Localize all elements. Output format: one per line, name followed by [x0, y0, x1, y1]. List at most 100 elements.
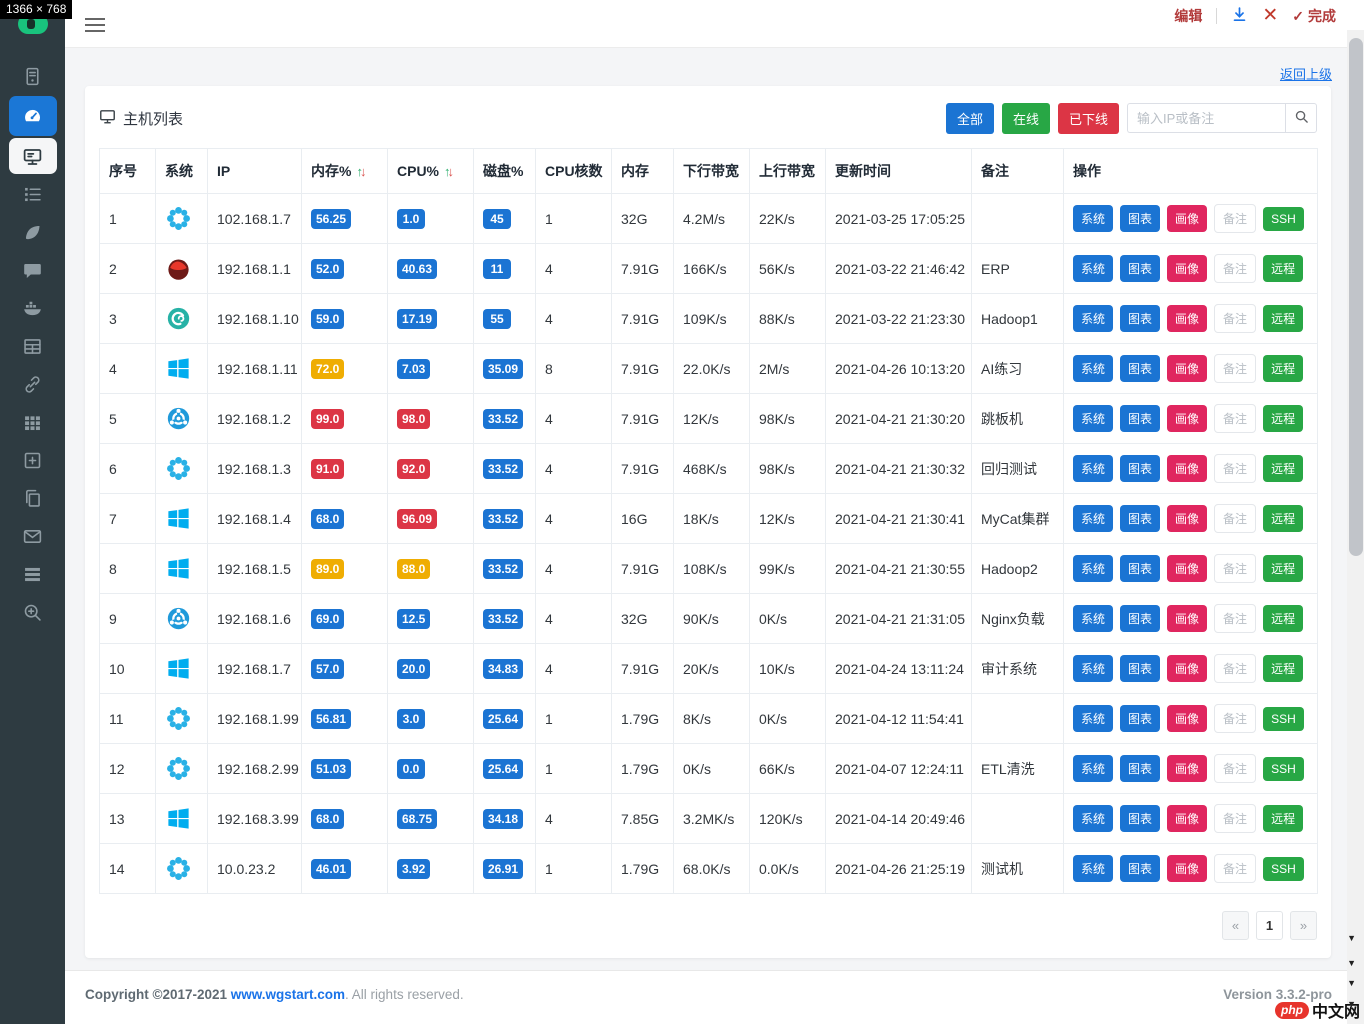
note-button[interactable]: 备注: [1214, 854, 1257, 883]
scrollbar-thumb[interactable]: [1349, 38, 1363, 556]
sidebar-item-dashboard[interactable]: [8, 96, 57, 136]
sidebar-item-grid[interactable]: [9, 404, 57, 440]
chart-button[interactable]: 图表: [1120, 505, 1161, 532]
system-button[interactable]: 系统: [1073, 405, 1114, 432]
sidebar-item-link[interactable]: [9, 366, 57, 402]
chart-button[interactable]: 图表: [1120, 405, 1161, 432]
sidebar-item-plus-square[interactable]: [9, 442, 57, 478]
note-button[interactable]: 备注: [1214, 404, 1257, 433]
remote-button[interactable]: 远程: [1263, 305, 1304, 332]
sidebar-item-envelope[interactable]: [9, 518, 57, 554]
chart-button[interactable]: 图表: [1120, 255, 1161, 282]
note-button[interactable]: 备注: [1214, 304, 1257, 333]
remote-button[interactable]: 远程: [1263, 355, 1304, 382]
sidebar-item-monitor[interactable]: [8, 138, 57, 174]
portrait-button[interactable]: 画像: [1167, 455, 1208, 482]
chart-button[interactable]: 图表: [1120, 555, 1161, 582]
filter-all-button[interactable]: 全部: [945, 102, 994, 134]
sort-memory-icon[interactable]: ↑↓: [356, 164, 366, 179]
remote-button[interactable]: 远程: [1263, 505, 1304, 532]
system-button[interactable]: 系统: [1073, 705, 1114, 732]
note-button[interactable]: 备注: [1214, 754, 1257, 783]
system-button[interactable]: 系统: [1073, 355, 1114, 382]
note-button[interactable]: 备注: [1214, 454, 1257, 483]
remote-button[interactable]: 远程: [1263, 255, 1304, 282]
done-button[interactable]: ✓ 完成: [1292, 8, 1336, 24]
edit-button[interactable]: 编辑: [1174, 8, 1203, 24]
sort-cpu-icon[interactable]: ↑↓: [444, 164, 454, 179]
chart-button[interactable]: 图表: [1120, 855, 1161, 882]
portrait-button[interactable]: 画像: [1167, 805, 1208, 832]
search-button[interactable]: [1285, 103, 1317, 133]
system-button[interactable]: 系统: [1073, 255, 1114, 282]
system-button[interactable]: 系统: [1073, 505, 1114, 532]
system-button[interactable]: 系统: [1073, 305, 1114, 332]
remote-button[interactable]: 远程: [1263, 605, 1304, 632]
chart-button[interactable]: 图表: [1120, 755, 1161, 782]
portrait-button[interactable]: 画像: [1167, 605, 1208, 632]
scrollbar-track[interactable]: [1347, 30, 1364, 1024]
sidebar-item-stack[interactable]: [9, 556, 57, 592]
portrait-button[interactable]: 画像: [1167, 305, 1208, 332]
remote-button[interactable]: 远程: [1263, 405, 1304, 432]
system-button[interactable]: 系统: [1073, 805, 1114, 832]
sidebar-item-leaf[interactable]: [9, 214, 57, 250]
download-icon[interactable]: [1231, 6, 1248, 26]
page-prev-button[interactable]: «: [1222, 911, 1249, 940]
back-to-parent-link[interactable]: 返回上级: [1279, 67, 1332, 82]
system-button[interactable]: 系统: [1073, 555, 1114, 582]
wgstart-link[interactable]: www.wgstart.com: [230, 987, 346, 1002]
sidebar-item-table[interactable]: [9, 328, 57, 364]
note-button[interactable]: 备注: [1214, 554, 1257, 583]
ssh-button[interactable]: SSH: [1263, 857, 1304, 881]
system-button[interactable]: 系统: [1073, 205, 1114, 232]
search-input[interactable]: [1127, 103, 1285, 133]
sidebar-item-search-plus[interactable]: [9, 594, 57, 630]
note-button[interactable]: 备注: [1214, 204, 1257, 233]
remote-button[interactable]: 远程: [1263, 655, 1304, 682]
remote-button[interactable]: 远程: [1263, 455, 1304, 482]
portrait-button[interactable]: 画像: [1167, 655, 1208, 682]
ssh-button[interactable]: SSH: [1263, 207, 1304, 231]
close-icon[interactable]: ✕: [1262, 5, 1279, 26]
note-button[interactable]: 备注: [1214, 654, 1257, 683]
ssh-button[interactable]: SSH: [1263, 707, 1304, 731]
chart-button[interactable]: 图表: [1120, 805, 1161, 832]
note-button[interactable]: 备注: [1214, 704, 1257, 733]
note-button[interactable]: 备注: [1214, 354, 1257, 383]
portrait-button[interactable]: 画像: [1167, 555, 1208, 582]
page-current[interactable]: 1: [1256, 911, 1283, 940]
app-logo[interactable]: [17, 14, 48, 34]
portrait-button[interactable]: 画像: [1167, 255, 1208, 282]
sidebar-item-server[interactable]: [9, 58, 57, 94]
chart-button[interactable]: 图表: [1120, 355, 1161, 382]
remote-button[interactable]: 远程: [1263, 555, 1304, 582]
chart-button[interactable]: 图表: [1120, 305, 1161, 332]
sidebar-item-comment[interactable]: [9, 252, 57, 288]
note-button[interactable]: 备注: [1214, 804, 1257, 833]
filter-offline-button[interactable]: 已下线: [1057, 102, 1119, 134]
portrait-button[interactable]: 画像: [1167, 355, 1208, 382]
system-button[interactable]: 系统: [1073, 655, 1114, 682]
portrait-button[interactable]: 画像: [1167, 755, 1208, 782]
sidebar-item-docker[interactable]: [9, 290, 57, 326]
remote-button[interactable]: 远程: [1263, 805, 1304, 832]
filter-online-button[interactable]: 在线: [1001, 102, 1050, 134]
system-button[interactable]: 系统: [1073, 855, 1114, 882]
portrait-button[interactable]: 画像: [1167, 405, 1208, 432]
note-button[interactable]: 备注: [1214, 604, 1257, 633]
chart-button[interactable]: 图表: [1120, 455, 1161, 482]
sidebar-item-tasks[interactable]: [9, 176, 57, 212]
note-button[interactable]: 备注: [1214, 254, 1257, 283]
chart-button[interactable]: 图表: [1120, 655, 1161, 682]
ssh-button[interactable]: SSH: [1263, 757, 1304, 781]
note-button[interactable]: 备注: [1214, 504, 1257, 533]
chart-button[interactable]: 图表: [1120, 705, 1161, 732]
chart-button[interactable]: 图表: [1120, 205, 1161, 232]
system-button[interactable]: 系统: [1073, 455, 1114, 482]
portrait-button[interactable]: 画像: [1167, 205, 1208, 232]
chart-button[interactable]: 图表: [1120, 605, 1161, 632]
portrait-button[interactable]: 画像: [1167, 855, 1208, 882]
portrait-button[interactable]: 画像: [1167, 505, 1208, 532]
sidebar-item-copy[interactable]: [9, 480, 57, 516]
